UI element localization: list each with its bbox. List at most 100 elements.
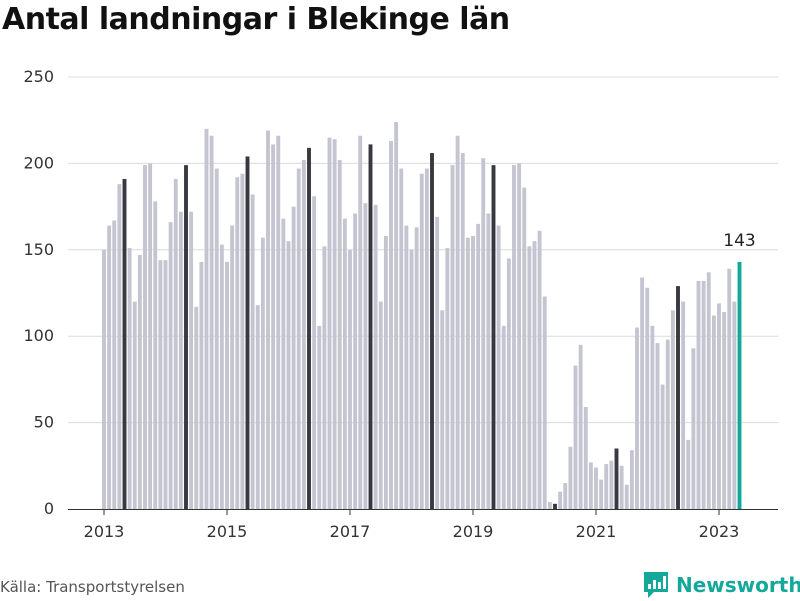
bar[interactable] xyxy=(317,325,322,509)
bar[interactable] xyxy=(178,211,183,509)
bar[interactable] xyxy=(655,343,660,509)
bar[interactable] xyxy=(665,339,670,509)
bar[interactable] xyxy=(588,462,593,509)
bar[interactable] xyxy=(255,305,260,509)
bar[interactable] xyxy=(670,310,675,509)
bar[interactable] xyxy=(122,178,127,509)
bar[interactable] xyxy=(158,260,163,509)
bar[interactable] xyxy=(276,135,281,509)
bar[interactable] xyxy=(609,460,614,509)
bar[interactable] xyxy=(547,502,552,509)
bar[interactable] xyxy=(696,280,701,509)
bar[interactable] xyxy=(527,246,532,509)
bar[interactable] xyxy=(445,248,450,509)
bar[interactable] xyxy=(271,144,276,509)
bar[interactable] xyxy=(594,467,598,509)
bar[interactable] xyxy=(563,483,568,509)
bar[interactable] xyxy=(629,450,634,509)
bar[interactable] xyxy=(137,254,142,509)
bar[interactable] xyxy=(583,407,588,509)
bar[interactable] xyxy=(404,225,409,509)
bar[interactable] xyxy=(542,296,547,509)
bar[interactable] xyxy=(568,446,573,509)
bar[interactable] xyxy=(732,301,737,509)
bar[interactable] xyxy=(383,235,388,509)
bar[interactable] xyxy=(717,303,721,509)
bar[interactable] xyxy=(163,260,168,509)
bar[interactable] xyxy=(409,249,414,510)
bar[interactable] xyxy=(635,327,639,509)
bar[interactable] xyxy=(235,177,240,509)
bar[interactable] xyxy=(517,163,522,509)
bar[interactable] xyxy=(337,159,342,509)
bar[interactable] xyxy=(501,325,506,509)
bar[interactable] xyxy=(301,159,306,509)
bar[interactable] xyxy=(307,147,311,509)
bar[interactable] xyxy=(440,310,445,509)
bar[interactable] xyxy=(373,204,378,509)
bar[interactable] xyxy=(219,244,224,509)
bar[interactable] xyxy=(168,222,173,510)
brand-logo[interactable]: Newsworthy xyxy=(644,569,800,601)
bar[interactable] xyxy=(727,268,732,509)
bar[interactable] xyxy=(660,384,665,509)
bar[interactable] xyxy=(424,168,429,510)
bar[interactable] xyxy=(491,165,496,510)
bar[interactable] xyxy=(419,173,424,509)
bar[interactable] xyxy=(430,153,434,510)
bar[interactable] xyxy=(645,287,650,509)
bar[interactable] xyxy=(599,479,604,509)
bar[interactable] xyxy=(148,163,153,509)
bar[interactable] xyxy=(573,365,578,509)
bar[interactable] xyxy=(291,206,296,509)
bar[interactable] xyxy=(512,165,516,510)
bar[interactable] xyxy=(486,213,491,509)
bar[interactable] xyxy=(476,223,481,509)
bar[interactable] xyxy=(281,218,286,510)
bar[interactable] xyxy=(465,237,470,510)
bar[interactable] xyxy=(322,246,327,509)
bar[interactable] xyxy=(435,216,440,509)
bar[interactable] xyxy=(399,168,404,510)
bar[interactable] xyxy=(173,178,178,509)
bar[interactable] xyxy=(614,448,619,509)
bar[interactable] xyxy=(676,286,680,509)
bar[interactable] xyxy=(353,213,358,509)
bar[interactable] xyxy=(348,249,352,510)
bar[interactable] xyxy=(204,128,209,509)
bar[interactable] xyxy=(102,249,106,510)
bar[interactable] xyxy=(107,225,112,509)
bar[interactable] xyxy=(184,165,188,510)
bar[interactable] xyxy=(250,194,255,509)
bar[interactable] xyxy=(711,315,716,509)
bar[interactable] xyxy=(225,261,229,509)
bar[interactable] xyxy=(640,277,645,509)
bar[interactable] xyxy=(537,230,542,510)
bar[interactable] xyxy=(650,325,655,509)
bar[interactable] xyxy=(153,201,158,509)
bar[interactable] xyxy=(230,225,235,509)
bar[interactable] xyxy=(455,135,460,509)
bar[interactable] xyxy=(363,203,368,510)
bar[interactable] xyxy=(127,248,132,509)
bar[interactable] xyxy=(296,168,301,510)
bar[interactable] xyxy=(553,503,557,509)
bar[interactable] xyxy=(240,173,245,509)
bar[interactable] xyxy=(214,168,219,510)
bar[interactable] xyxy=(368,144,373,509)
bar[interactable] xyxy=(681,301,686,509)
bar[interactable] xyxy=(624,484,629,509)
bar[interactable] xyxy=(578,344,583,509)
bar[interactable] xyxy=(619,465,624,509)
bar[interactable] xyxy=(691,348,696,509)
bar[interactable] xyxy=(460,153,465,510)
bar[interactable] xyxy=(342,218,347,510)
bar[interactable] xyxy=(558,491,563,509)
bar[interactable] xyxy=(194,306,199,509)
bar[interactable] xyxy=(471,235,475,509)
bar[interactable] xyxy=(414,227,419,509)
bar[interactable] xyxy=(394,121,399,509)
bar[interactable] xyxy=(450,165,455,510)
bar[interactable] xyxy=(378,301,383,509)
bar[interactable] xyxy=(112,220,117,509)
